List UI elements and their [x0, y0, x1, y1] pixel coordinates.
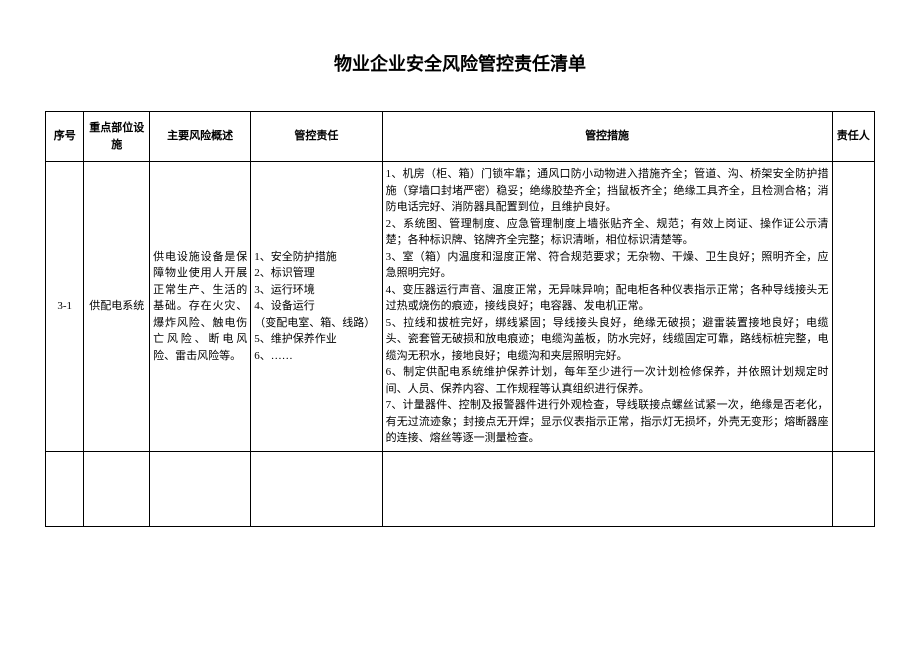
cell-empty: [46, 451, 84, 526]
table-row-empty: [46, 451, 875, 526]
cell-person: [832, 162, 875, 452]
cell-empty: [382, 451, 832, 526]
header-location: 重点部位设施: [84, 112, 150, 162]
cell-empty: [84, 451, 150, 526]
cell-seq: 3-1: [46, 162, 84, 452]
header-risk: 主要风险概述: [150, 112, 251, 162]
header-seq: 序号: [46, 112, 84, 162]
page-title: 物业企业安全风险管控责任清单: [45, 50, 875, 76]
header-duty: 管控责任: [251, 112, 382, 162]
cell-location: 供配电系统: [84, 162, 150, 452]
table-row: 3-1 供配电系统 供电设施设备是保障物业使用人开展正常生产、生活的基础。存在火…: [46, 162, 875, 452]
cell-measure: 1、机房（柜、箱）门锁牢靠；通风口防小动物进入措施齐全；管道、沟、桥架安全防护措…: [382, 162, 832, 452]
risk-table: 序号 重点部位设施 主要风险概述 管控责任 管控措施 责任人 3-1 供配电系统…: [45, 111, 875, 527]
table-header: 序号 重点部位设施 主要风险概述 管控责任 管控措施 责任人: [46, 112, 875, 162]
cell-empty: [251, 451, 382, 526]
cell-empty: [150, 451, 251, 526]
cell-risk: 供电设施设备是保障物业使用人开展正常生产、生活的基础。存在火灾、爆炸风险、触电伤…: [150, 162, 251, 452]
table-body: 3-1 供配电系统 供电设施设备是保障物业使用人开展正常生产、生活的基础。存在火…: [46, 162, 875, 527]
header-person: 责任人: [832, 112, 875, 162]
header-measure: 管控措施: [382, 112, 832, 162]
cell-empty: [832, 451, 875, 526]
cell-duty: 1、安全防护措施2、标识管理3、运行环境4、设备运行（变配电室、箱、线路）5、维…: [251, 162, 382, 452]
